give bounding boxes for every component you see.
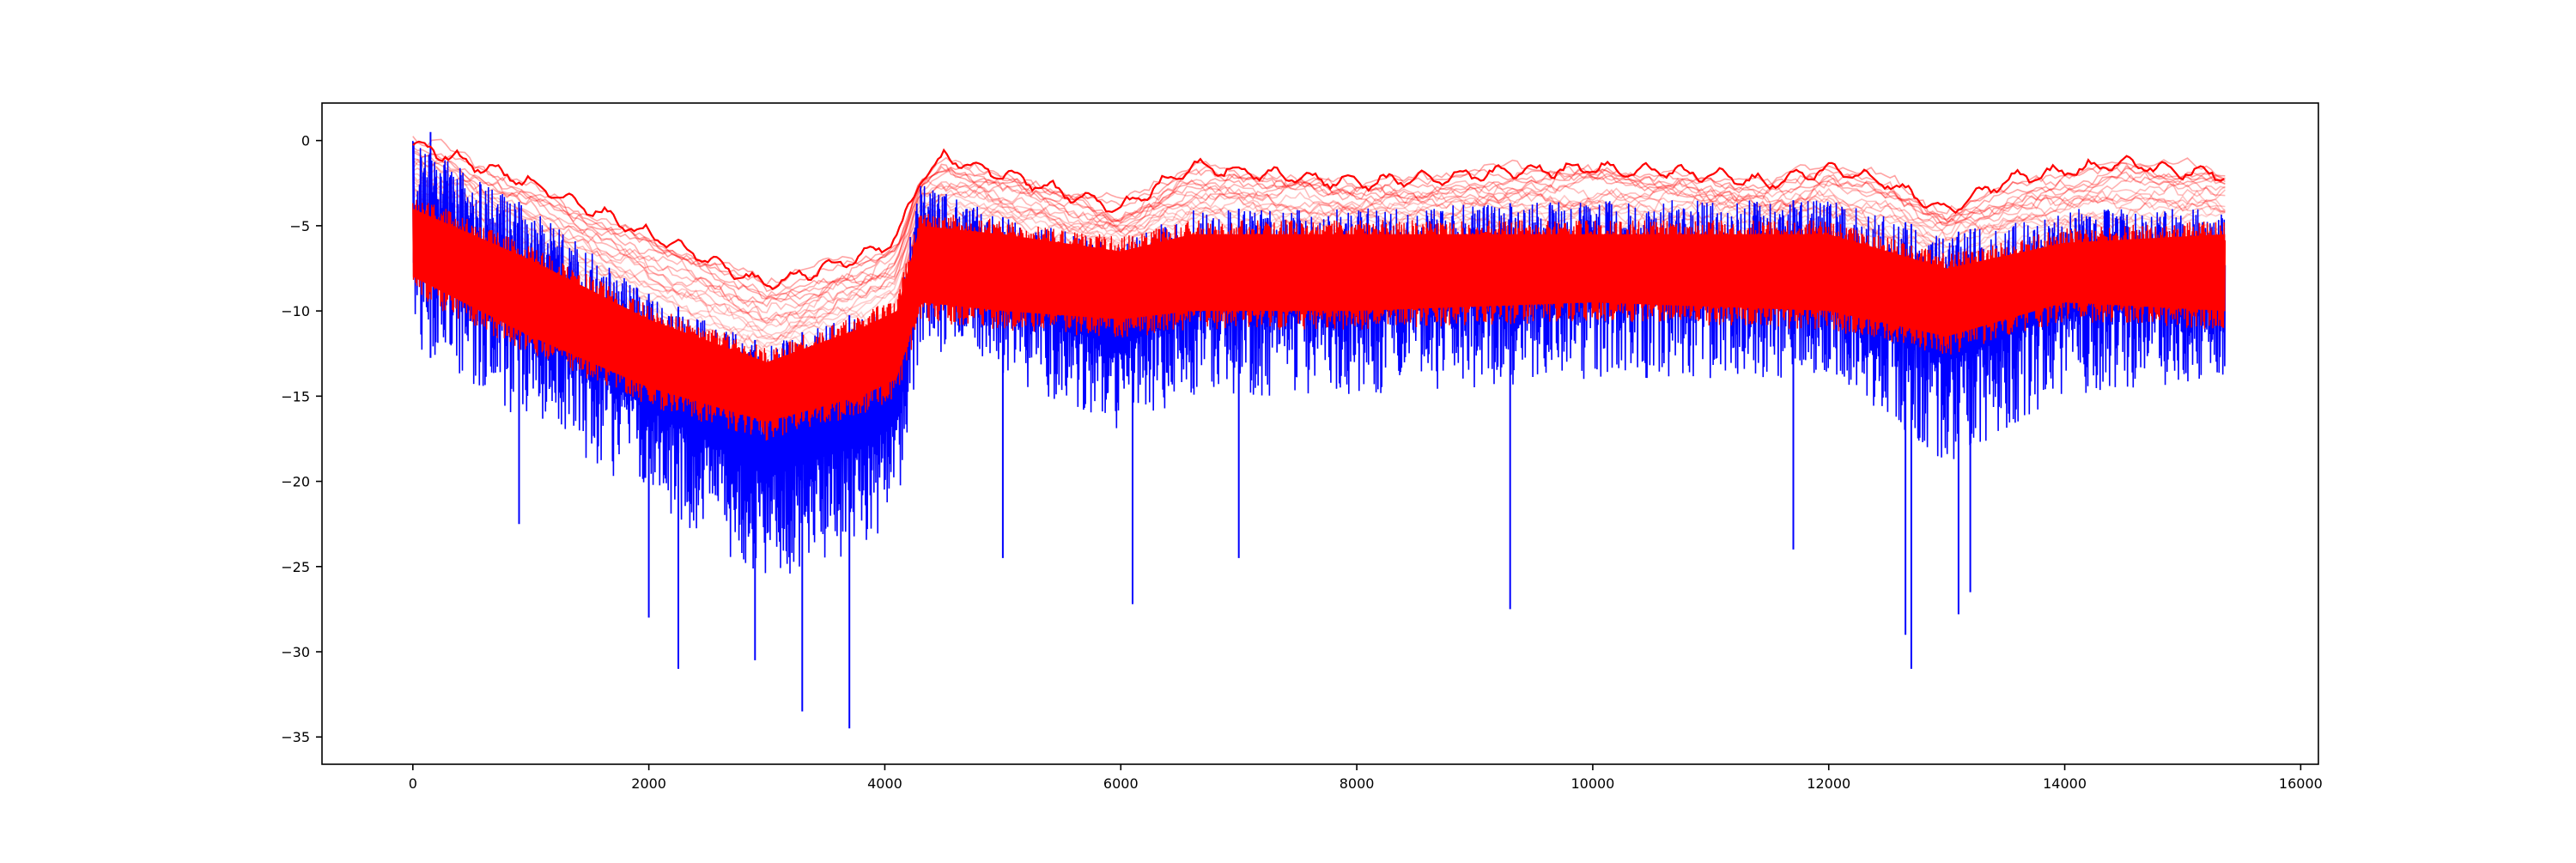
x-tick-label: 0 (409, 775, 417, 792)
axes-layer: 0 2000 4000 6000 8000 10000 12000 14000 16000 0 −5… (281, 102, 2323, 792)
red-faint-trace (412, 159, 2226, 301)
x-tick-label: 2000 (631, 775, 666, 792)
y-tick-label: −30 (281, 644, 310, 660)
x-tick-label: 10000 (1571, 775, 1614, 792)
red-faint-trace (412, 160, 2226, 322)
red-noise-line (412, 199, 2227, 441)
red-faint-trace (412, 167, 2226, 305)
y-tick-label: 0 (301, 133, 310, 149)
red-faint-trace (412, 156, 2226, 308)
y-tick-label: −20 (281, 474, 310, 490)
x-tick-label: 6000 (1103, 775, 1139, 792)
x-tick-label: 12000 (1807, 775, 1850, 792)
red-faint-trace (412, 185, 2227, 343)
red-faint-trace (412, 174, 2226, 325)
y-tick-label: −35 (281, 729, 310, 745)
red-faint-trace (412, 189, 2226, 331)
x-tick-label: 8000 (1340, 775, 1375, 792)
red-faint-trace (412, 158, 2226, 326)
red-faint-trace (412, 185, 2226, 341)
y-tick-label: −25 (281, 559, 310, 575)
red-faint-trace (412, 173, 2226, 337)
x-tick-label: 16000 (2279, 775, 2323, 792)
plot-layer (412, 131, 2227, 729)
y-tick-label: −10 (281, 303, 310, 319)
red-faint-trace (412, 149, 2226, 307)
axes-frame (321, 102, 2319, 765)
red-faint-trace (412, 179, 2226, 315)
y-tick-label: −5 (289, 218, 310, 234)
x-tick-label: 14000 (2043, 775, 2087, 792)
red-faint-trace (412, 136, 2226, 286)
red-faint-trace (412, 188, 2226, 350)
red-upper-envelope (412, 140, 2225, 290)
series-group (412, 131, 2227, 729)
red-faint-trace (412, 177, 2226, 324)
x-tick-label: 4000 (867, 775, 902, 792)
y-tick-label: −15 (281, 388, 310, 404)
